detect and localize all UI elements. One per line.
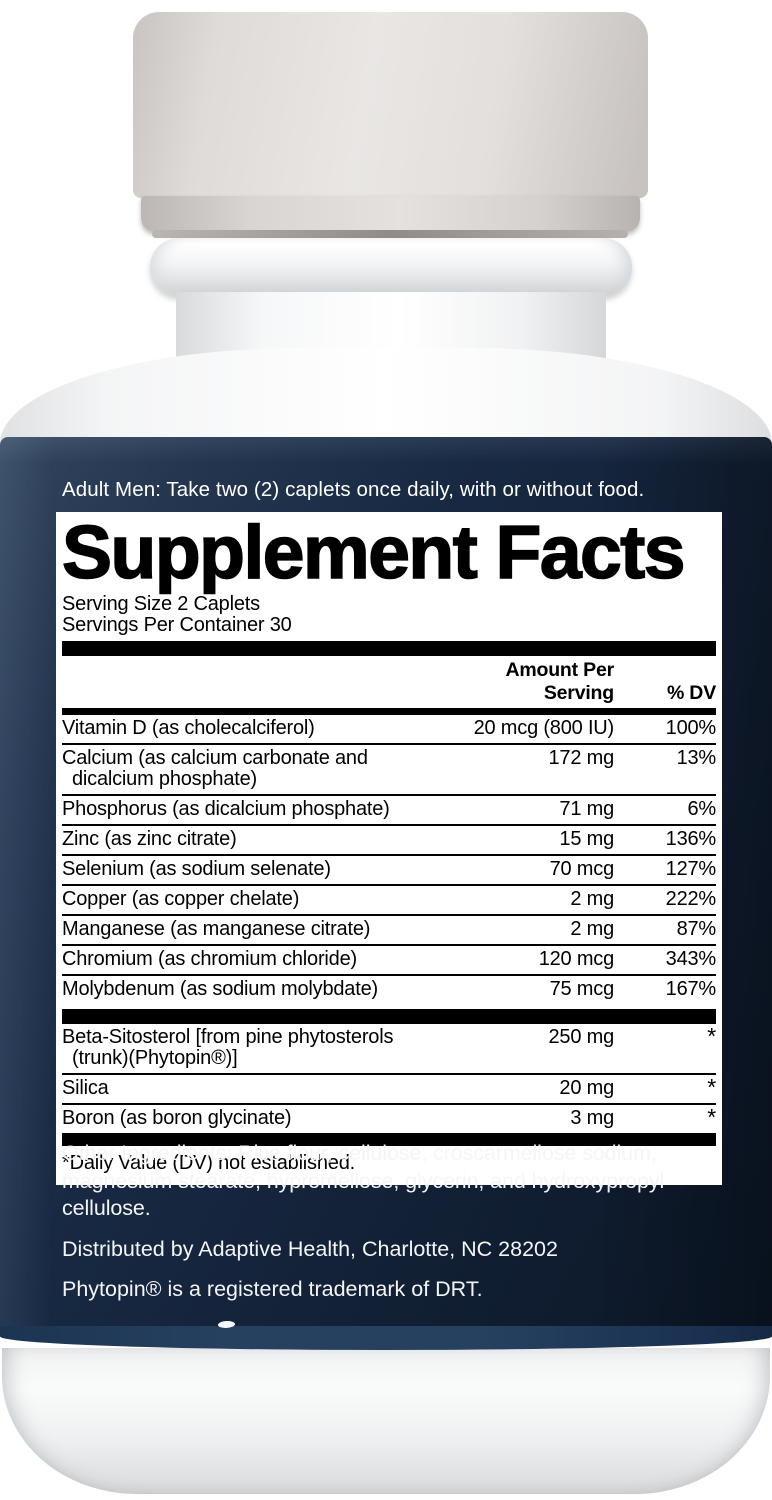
serving-size: Serving Size 2 Caplets [62, 593, 260, 615]
fact-row-copper: Copper (as copper chelate) 2 mg 222% [62, 884, 716, 914]
trademark-text: Phytopin® is a registered trademark of D… [62, 1277, 483, 1301]
nutrient-name: Silica [62, 1077, 109, 1099]
nutrient-name: Chromium (as chromium chloride) [62, 948, 357, 970]
nutrient-name: Phosphorus (as dicalcium phosphate) [62, 798, 390, 820]
nutrient-name-line1: Calcium (as calcium carbonate and [62, 747, 368, 769]
facts-title: Supplement Facts [61, 510, 686, 594]
nutrient-name: Beta-Sitosterol [from pine phytosterols … [62, 1027, 444, 1069]
nutrient-amount: 250 mg [548, 1026, 614, 1048]
divider-thick-top [62, 641, 716, 656]
bottle-bottom [2, 1348, 770, 1494]
nutrient-dv: 167% [665, 978, 717, 1000]
bottle-neck-ring [150, 238, 632, 296]
fact-row-silica: Silica 20 mg * [62, 1073, 716, 1103]
label-bottom-band [0, 1326, 772, 1350]
nutrient-name: Boron (as boron glycinate) [62, 1107, 292, 1129]
column-header-dv: % DV [666, 682, 716, 704]
fact-row-phosphorus: Phosphorus (as dicalcium phosphate) 71 m… [62, 794, 716, 824]
nutrient-name-line2: dicalcium phosphate) [72, 768, 257, 790]
nutrient-amount: 20 mg [559, 1077, 614, 1099]
fact-row-chromium: Chromium (as chromium chloride) 120 mcg … [62, 944, 716, 974]
nutrient-name: Molybdenum (as sodium molybdate) [62, 978, 378, 1000]
nutrient-dv: * [707, 1023, 716, 1049]
nutrient-dv: * [707, 1074, 716, 1100]
nutrient-amount: 2 mg [570, 888, 614, 910]
fact-row-calcium: Calcium (as calcium carbonate and dicalc… [62, 743, 716, 794]
nutrient-dv: 136% [665, 828, 717, 850]
supplement-facts-panel: Supplement Facts Serving Size 2 Caplets … [56, 512, 722, 1185]
nutrient-rows: Vitamin D (as cholecalciferol) 20 mcg (8… [62, 715, 716, 1004]
divider-thick-bottom [62, 1133, 716, 1146]
dv-footnote: *Daily Value (DV) not established. [62, 1152, 355, 1174]
nutrient-name: Zinc (as zinc citrate) [62, 828, 237, 850]
nutrient-amount: 15 mg [559, 828, 614, 850]
distributor-text: Distributed by Adaptive Health, Charlott… [62, 1237, 558, 1261]
nutrient-amount: 120 mcg [538, 948, 615, 970]
nutrient-amount: 20 mcg (800 IU) [473, 717, 615, 739]
nutrient-dv: 100% [665, 717, 717, 739]
bottle-shoulder [0, 348, 772, 444]
nutrient-amount: 70 mcg [549, 858, 615, 880]
nutrient-name: Vitamin D (as cholecalciferol) [62, 717, 315, 739]
nutrient-dv: 343% [665, 948, 717, 970]
nutrient-name: Calcium (as calcium carbonate and dicalc… [62, 748, 444, 790]
nutrient-amount: 75 mcg [549, 978, 615, 1000]
nutrient-dv: 222% [665, 888, 717, 910]
fact-row-zinc: Zinc (as zinc citrate) 15 mg 136% [62, 824, 716, 854]
nutrient-name: Copper (as copper chelate) [62, 888, 300, 910]
fact-row-beta-sitosterol: Beta-Sitosterol [from pine phytosterols … [62, 1024, 716, 1073]
column-header-row: Amount Per Serving % DV [62, 656, 716, 708]
nutrient-amount: 71 mg [559, 798, 614, 820]
servings-per-container: Servings Per Container 30 [62, 614, 292, 636]
nutrient-dv: 87% [676, 918, 717, 940]
nutrient-amount: 172 mg [548, 747, 614, 769]
fact-row-molybdenum: Molybdenum (as sodium molybdate) 75 mcg … [62, 974, 716, 1004]
nutrient-amount: 3 mg [570, 1107, 614, 1129]
nutrient-name-line2: (trunk)(Phytopin®)] [72, 1047, 238, 1069]
nutrient-name-line1: Beta-Sitosterol [from pine phytosterols [62, 1026, 394, 1048]
divider-medium [62, 708, 716, 715]
bottle-cap [133, 12, 648, 198]
fact-row-vitamin-d: Vitamin D (as cholecalciferol) 20 mcg (8… [62, 715, 716, 743]
nutrient-name: Manganese (as manganese citrate) [62, 918, 371, 940]
bottle-cap-lip [141, 196, 640, 232]
column-header-amount: Amount Per Serving [505, 659, 614, 704]
cap-neck-shadow [152, 230, 628, 238]
fact-row-boron: Boron (as boron glycinate) 3 mg * [62, 1103, 716, 1133]
fact-row-selenium: Selenium (as sodium selenate) 70 mcg 127… [62, 854, 716, 884]
divider-thick-middle [62, 1009, 716, 1024]
blend-rows: Beta-Sitosterol [from pine phytosterols … [62, 1024, 716, 1133]
fact-row-manganese: Manganese (as manganese citrate) 2 mg 87… [62, 914, 716, 944]
nutrient-dv: 6% [687, 798, 716, 820]
nutrient-dv: 13% [676, 747, 717, 769]
nutrient-dv: 127% [665, 858, 717, 880]
nutrient-name: Selenium (as sodium selenate) [62, 858, 331, 880]
nutrient-amount: 2 mg [570, 918, 614, 940]
other-ingredients-text: Other Ingredients: Rice flour, cellulose… [62, 1141, 665, 1220]
directions-text: Adult Men: Take two (2) caplets once dai… [62, 478, 645, 501]
nutrient-dv: * [707, 1104, 716, 1130]
